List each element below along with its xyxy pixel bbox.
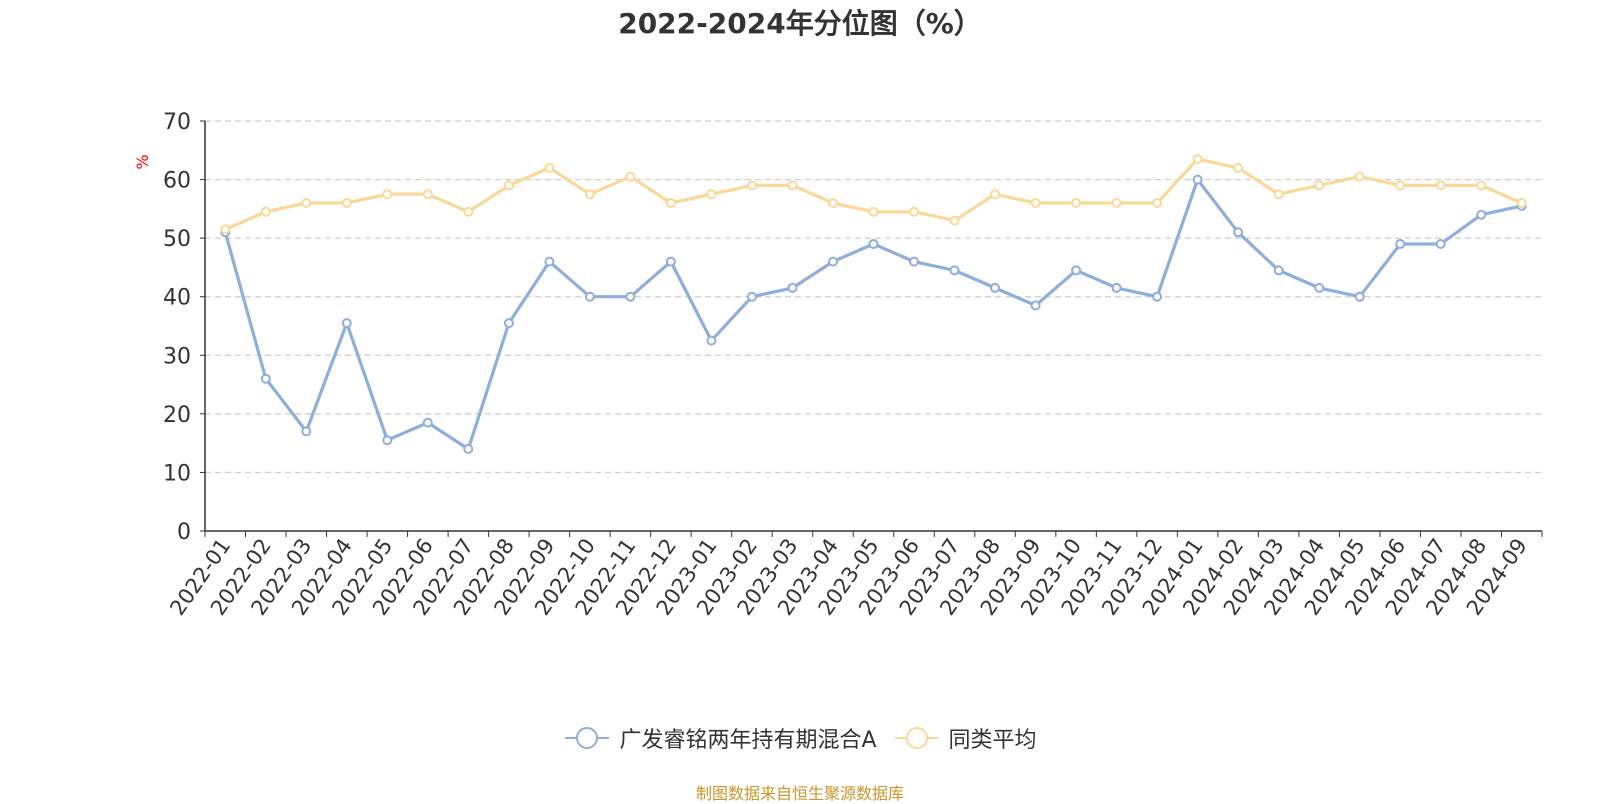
series-0-point xyxy=(625,291,636,302)
series-0-point xyxy=(544,256,555,267)
series-line-1 xyxy=(224,157,1523,231)
series-0-point xyxy=(1111,282,1122,293)
series-0-point xyxy=(747,291,757,302)
series-1-point xyxy=(584,189,595,200)
series-1-point xyxy=(260,206,271,217)
y-tick-label: 30 xyxy=(163,344,191,369)
series-0-point xyxy=(1314,282,1325,293)
y-tick-label: 70 xyxy=(163,110,191,135)
series-0-point xyxy=(260,373,271,384)
series-0-point xyxy=(382,435,393,446)
series-1-point xyxy=(544,162,555,173)
legend-fund-marker-icon xyxy=(565,727,610,749)
series-0-point xyxy=(868,239,879,249)
series-0-point xyxy=(503,318,514,329)
legend-peer-label: 同类平均 xyxy=(948,728,1037,753)
series-0-point xyxy=(463,444,474,454)
series-1-point xyxy=(949,215,960,226)
series-0-point xyxy=(1476,209,1487,220)
series-1-point xyxy=(220,224,231,235)
series-1-point xyxy=(990,189,1000,200)
series-0-point xyxy=(1071,265,1082,276)
series-0-point xyxy=(1435,239,1446,249)
series-1-point xyxy=(1354,171,1365,182)
series-0-point xyxy=(949,265,960,276)
series-1-point xyxy=(1152,198,1163,208)
y-axis-label: % xyxy=(133,154,152,169)
series-1-point xyxy=(625,171,636,182)
series-1-point xyxy=(665,198,676,208)
series-1-point xyxy=(1395,180,1406,191)
series-1-point xyxy=(1030,198,1041,208)
series-0-point xyxy=(990,282,1000,293)
legend-fund-label: 广发睿铭两年持有期混合A xyxy=(619,728,877,753)
series-1-point xyxy=(1273,189,1284,200)
series-1-point xyxy=(787,180,798,191)
series-1-point xyxy=(1476,180,1487,191)
series-0-point xyxy=(301,426,312,437)
series-0-point xyxy=(1354,291,1365,302)
series-1-point xyxy=(382,189,393,200)
series-0-point xyxy=(422,417,433,428)
series-1-point xyxy=(828,198,838,208)
series-1-point xyxy=(1435,180,1446,191)
series-0-point xyxy=(909,256,919,267)
chart-title: 2022-2024年分位图（%） xyxy=(618,7,982,40)
series-0-point xyxy=(828,256,838,267)
series-0-point xyxy=(341,318,352,329)
series-1-point xyxy=(503,180,514,191)
series-1-point xyxy=(1071,198,1082,208)
series-0-point xyxy=(1030,300,1041,311)
series-1-point xyxy=(868,206,879,217)
series-1-point xyxy=(301,198,312,208)
y-tick-label: 60 xyxy=(163,169,191,194)
series-0-point xyxy=(1395,239,1406,249)
series-1-point xyxy=(747,180,757,191)
series-0-point xyxy=(787,282,798,293)
chart-legend: 广发睿铭两年持有期混合A 同类平均 xyxy=(0,722,1600,754)
series-0-point xyxy=(584,291,595,302)
series-1-point xyxy=(422,189,433,200)
series-1-point xyxy=(1516,198,1527,208)
series-0-point xyxy=(706,335,717,346)
y-tick-label: 10 xyxy=(163,461,191,486)
series-0-point xyxy=(1152,291,1163,302)
series-1-point xyxy=(1192,154,1203,165)
y-tick-label: 40 xyxy=(163,286,191,311)
data-source-note: 制图数据来自恒生聚源数据库 xyxy=(695,784,904,803)
y-tick-label: 0 xyxy=(177,520,191,545)
y-tick-label: 20 xyxy=(163,403,191,428)
series-1-point xyxy=(706,189,717,200)
legend-item-fund[interactable]: 广发睿铭两年持有期混合A xyxy=(563,722,877,754)
legend-item-peer-average[interactable]: 同类平均 xyxy=(893,722,1037,754)
series-0-point xyxy=(1233,227,1244,238)
series-1-point xyxy=(1314,180,1325,191)
series-0-point xyxy=(665,256,676,267)
series-1-point xyxy=(1111,198,1122,208)
series-line-0 xyxy=(223,178,1523,451)
series-0-point xyxy=(1273,265,1284,276)
series-1-point xyxy=(341,198,352,208)
series-0-point xyxy=(1192,174,1203,185)
series-1-point xyxy=(1233,162,1244,173)
legend-peer-marker-icon xyxy=(894,727,939,749)
series-1-point xyxy=(909,206,919,217)
series-1-point xyxy=(463,206,474,217)
y-tick-label: 50 xyxy=(163,227,191,252)
